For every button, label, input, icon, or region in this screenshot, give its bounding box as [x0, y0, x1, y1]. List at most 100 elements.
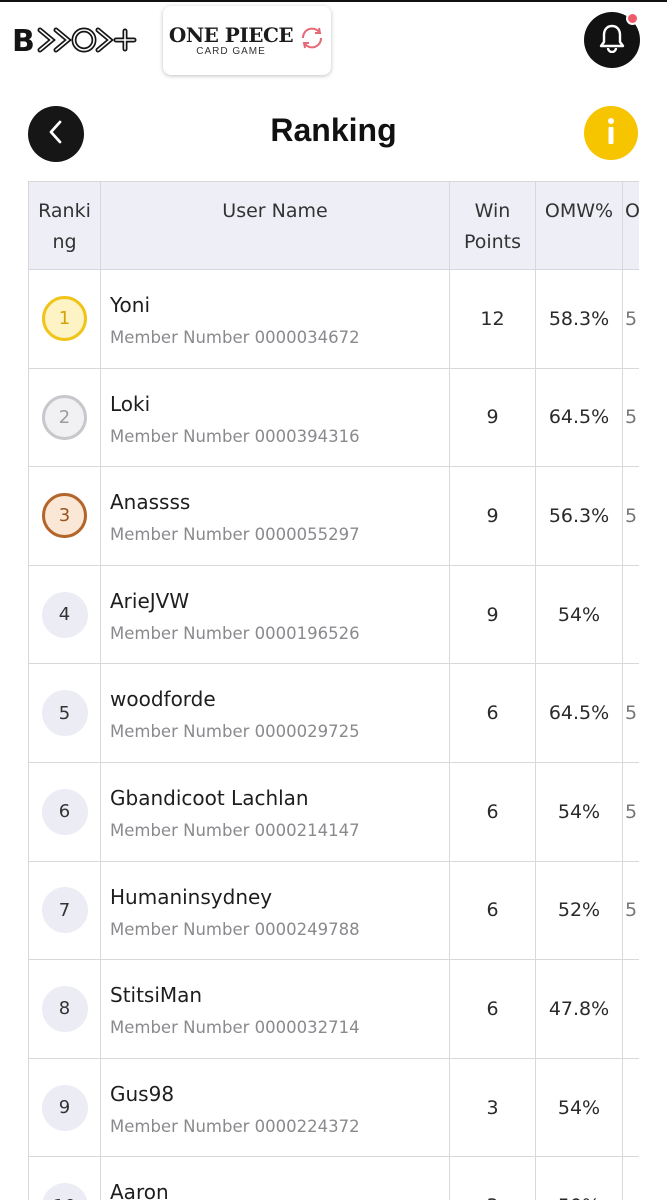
cut-off-cell: 5: [622, 860, 639, 961]
user-name[interactable]: Gbandicoot Lachlan: [110, 785, 309, 810]
omw-cell: 54%: [535, 1057, 623, 1158]
omw-cell: 50%: [535, 1156, 623, 1200]
notification-badge: [626, 12, 639, 25]
omw-cell: 52%: [535, 860, 623, 961]
rank-badge: 7: [41, 887, 88, 934]
omw-cell: 58.3%: [535, 269, 623, 369]
table-row[interactable]: 7 Humaninsydney Member Number 0000249788 6 5…: [28, 860, 639, 961]
rank-badge: 9: [41, 1084, 88, 1131]
user-name[interactable]: Gus98: [110, 1081, 175, 1106]
rank-cell: 4: [28, 564, 101, 665]
rank-cell: 7: [28, 860, 101, 961]
info-button[interactable]: [584, 106, 638, 160]
member-number: Member Number 0000029725: [110, 722, 360, 742]
bell-icon: [598, 23, 626, 58]
user-cell[interactable]: Humaninsydney Member Number 0000249788: [100, 860, 450, 961]
member-number: Member Number 0000196526: [110, 623, 360, 643]
cut-off-cell: [622, 1057, 639, 1158]
cut-off-cell: 5: [622, 466, 639, 566]
win-points-cell: 6: [449, 663, 536, 763]
cut-off-cell: 5: [622, 367, 639, 468]
win-points-cell: 9: [449, 466, 536, 566]
rank-badge: 3: [42, 493, 87, 539]
cut-off-cell: [622, 1156, 639, 1200]
ranking-table: Ranking User Name Win Points OMW% O 1 Yon…: [28, 181, 639, 1200]
user-name[interactable]: ArieJVW: [110, 588, 190, 613]
user-name[interactable]: Aaron: [110, 1180, 169, 1200]
win-points-cell: 3: [449, 1057, 536, 1158]
game-selector[interactable]: ONE PIECE CARD GAME: [163, 6, 331, 75]
table-row[interactable]: 9 Gus98 Member Number 0000224372 3 54%: [28, 1057, 639, 1158]
user-cell[interactable]: Gus98 Member Number 0000224372: [100, 1057, 450, 1158]
page-title: Ranking: [270, 112, 397, 148]
user-cell[interactable]: woodforde Member Number 0000029725: [100, 663, 450, 763]
table-row[interactable]: 8 StitsiMan Member Number 0000032714 6 47.8%: [28, 959, 639, 1059]
win-points-cell: 6: [449, 959, 536, 1059]
rank-cell: 6: [28, 761, 101, 862]
game-subtitle: CARD GAME: [196, 45, 266, 57]
user-cell[interactable]: Yoni Member Number 0000034672: [100, 269, 450, 369]
switch-game-icon: [299, 25, 325, 56]
rank-cell: 10: [28, 1156, 101, 1200]
table-row[interactable]: 1 Yoni Member Number 0000034672 12 58.3% 5: [28, 269, 639, 369]
rank-badge: 6: [41, 788, 88, 835]
table-row[interactable]: 4 ArieJVW Member Number 0000196526 9 54%: [28, 564, 639, 665]
table-row[interactable]: 5 woodforde Member Number 0000029725 6 64.5%…: [28, 663, 639, 763]
user-name[interactable]: StitsiMan: [110, 983, 203, 1008]
member-number: Member Number 0000249788: [110, 919, 360, 939]
table-row[interactable]: 2 Loki Member Number 0000394316 9 64.5% 5: [28, 367, 639, 468]
info-icon: [604, 116, 618, 151]
omw-cell: 54%: [535, 761, 623, 862]
member-number: Member Number 0000032714: [110, 1018, 360, 1038]
member-number: Member Number 0000394316: [110, 426, 360, 446]
user-cell[interactable]: Anassss Member Number 0000055297: [100, 466, 450, 566]
back-button[interactable]: [28, 106, 84, 162]
omw-cell: 64.5%: [535, 663, 623, 763]
cut-off-cell: [622, 959, 639, 1059]
user-name[interactable]: woodforde: [110, 687, 216, 712]
user-name[interactable]: Yoni: [110, 293, 151, 317]
user-cell[interactable]: StitsiMan Member Number 0000032714: [100, 959, 450, 1059]
cut-off-cell: 5: [622, 761, 639, 862]
user-cell[interactable]: ArieJVW Member Number 0000196526: [100, 564, 450, 665]
cut-off-cell: [622, 564, 639, 665]
cut-off-cell: 5: [622, 663, 639, 763]
game-logo: ONE PIECE CARD GAME: [169, 25, 294, 57]
member-number: Member Number 0000034672: [110, 328, 360, 347]
rank-cell: 2: [28, 367, 101, 468]
header-cut[interactable]: O: [622, 181, 639, 270]
member-number: Member Number 0000055297: [110, 525, 360, 545]
ranking-table-container[interactable]: Ranking User Name Win Points OMW% O 1 Yon…: [28, 181, 639, 1200]
member-number: Member Number 0000214147: [110, 820, 360, 840]
header-user-name[interactable]: User Name: [100, 181, 450, 270]
win-points-cell: 12: [449, 269, 536, 369]
top-border: [0, 0, 667, 2]
user-name[interactable]: Humaninsydney: [110, 884, 273, 909]
rank-cell: 9: [28, 1057, 101, 1158]
header-omw[interactable]: OMW%: [535, 181, 623, 270]
omw-cell: 56.3%: [535, 466, 623, 566]
rank-cell: 8: [28, 959, 101, 1059]
user-name[interactable]: Anassss: [110, 490, 191, 515]
rank-badge: 1: [42, 296, 87, 342]
user-cell[interactable]: Aaron: [100, 1156, 450, 1200]
user-name[interactable]: Loki: [110, 391, 151, 416]
user-cell[interactable]: Gbandicoot Lachlan Member Number 00002141…: [100, 761, 450, 862]
table-row[interactable]: 3 Anassss Member Number 0000055297 9 56.3% 5: [28, 466, 639, 566]
omw-cell: 47.8%: [535, 959, 623, 1059]
omw-cell: 54%: [535, 564, 623, 665]
user-cell[interactable]: Loki Member Number 0000394316: [100, 367, 450, 468]
rank-badge: 4: [41, 591, 88, 638]
table-row[interactable]: 10 Aaron 350%: [28, 1156, 639, 1200]
header-win-points[interactable]: Win Points: [449, 181, 536, 270]
rank-cell: 5: [28, 663, 101, 763]
omw-cell: 64.5%: [535, 367, 623, 468]
win-points-cell: 9: [449, 564, 536, 665]
bandai-logo[interactable]: B: [12, 22, 138, 59]
win-points-cell: 6: [449, 860, 536, 961]
win-points-cell: 6: [449, 761, 536, 862]
table-row[interactable]: 6 Gbandicoot Lachlan Member Number 0000214…: [28, 761, 639, 862]
header-ranking[interactable]: Ranking: [28, 181, 101, 270]
rank-badge: 5: [41, 690, 88, 737]
rank-badge: 10: [41, 1183, 88, 1200]
